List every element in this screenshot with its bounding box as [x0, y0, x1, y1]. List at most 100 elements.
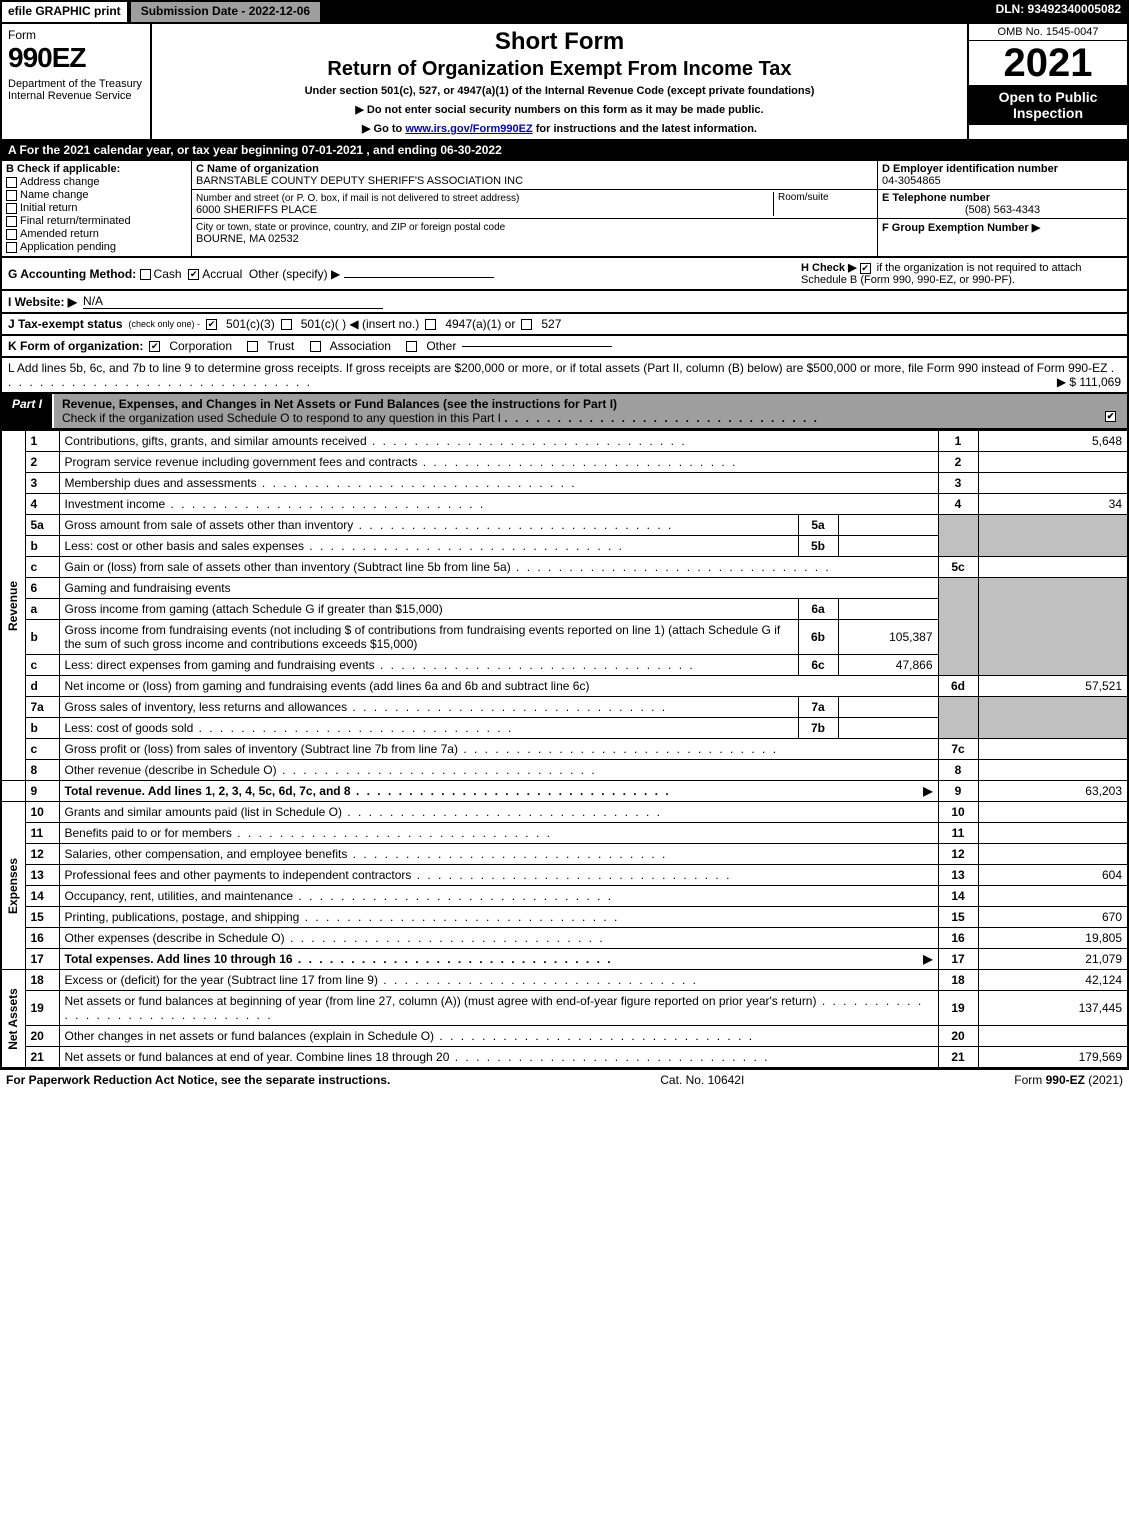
line-10: Expenses 10 Grants and similar amounts p… [1, 802, 1128, 823]
l17-rnum: 17 [938, 949, 978, 970]
l7b-num: b [25, 718, 59, 739]
chk-corporation[interactable]: ✔ [149, 341, 160, 352]
chk-association[interactable] [310, 341, 321, 352]
irs-link[interactable]: www.irs.gov/Form990EZ [405, 123, 532, 135]
l9-desc: Total revenue. Add lines 1, 2, 3, 4, 5c,… [59, 781, 938, 802]
phone-value: (508) 563-4343 [882, 204, 1123, 216]
chk-501c[interactable] [281, 319, 292, 330]
other-specify-line[interactable] [344, 277, 494, 278]
l15-rnum: 15 [938, 907, 978, 928]
l6-desc: Gaming and fundraising events [59, 578, 938, 599]
l9-rnum: 9 [938, 781, 978, 802]
chk-accrual[interactable]: ✔ [188, 269, 199, 280]
c-label: C Name of organization [196, 163, 873, 175]
website-value: N/A [83, 294, 383, 309]
chk-amended-return[interactable]: Amended return [6, 228, 187, 240]
d-label: D Employer identification number [882, 163, 1058, 175]
chk-application-pending[interactable]: Application pending [6, 241, 187, 253]
chk-schedule-o[interactable]: ✔ [1105, 411, 1116, 422]
chk-h[interactable]: ✔ [860, 263, 871, 274]
column-d: D Employer identification number 04-3054… [877, 161, 1127, 256]
revenue-vlabel: Revenue [1, 431, 25, 781]
chk-527[interactable] [521, 319, 532, 330]
l10-desc: Grants and similar amounts paid (list in… [59, 802, 938, 823]
l10-amt [978, 802, 1128, 823]
opt-527: 527 [541, 317, 561, 331]
l14-rnum: 14 [938, 886, 978, 907]
bullet-ssn: ▶ Do not enter social security numbers o… [160, 103, 959, 116]
part-i-tab: Part I [2, 394, 54, 428]
l5b-ml: 5b [798, 536, 838, 557]
f-label: F Group Exemption Number ▶ [882, 222, 1040, 234]
chk-final-return-label: Final return/terminated [20, 215, 131, 227]
chk-501c3[interactable]: ✔ [206, 319, 217, 330]
row-g-h: G Accounting Method: Cash ✔Accrual Other… [0, 258, 1129, 291]
l5a-ml: 5a [798, 515, 838, 536]
netassets-vlabel: Net Assets [1, 970, 25, 1069]
l7b-desc: Less: cost of goods sold [59, 718, 798, 739]
omb-number: OMB No. 1545-0047 [969, 24, 1127, 41]
l6c-mv: 47,866 [838, 655, 938, 676]
row-i-website: I Website: ▶ N/A [0, 291, 1129, 314]
l18-rnum: 18 [938, 970, 978, 991]
short-form-title: Short Form [160, 28, 959, 56]
l6b-desc: Gross income from fundraising events (no… [59, 620, 798, 655]
l1-amt: 5,648 [978, 431, 1128, 452]
line-20: 20 Other changes in net assets or fund b… [1, 1026, 1128, 1047]
e-label: E Telephone number [882, 192, 990, 204]
l5b-num: b [25, 536, 59, 557]
l10-num: 10 [25, 802, 59, 823]
line-16: 16 Other expenses (describe in Schedule … [1, 928, 1128, 949]
l2-rnum: 2 [938, 452, 978, 473]
top-bar: efile GRAPHIC print Submission Date - 20… [0, 0, 1129, 24]
other-org-line[interactable] [462, 346, 612, 347]
efile-print-label[interactable]: efile GRAPHIC print [0, 0, 129, 24]
header-middle: Short Form Return of Organization Exempt… [152, 24, 967, 139]
footer-right: Form 990-EZ (2021) [1014, 1073, 1123, 1087]
line-8: 8 Other revenue (describe in Schedule O)… [1, 760, 1128, 781]
l14-num: 14 [25, 886, 59, 907]
opt-501c: 501(c)( ) ◀ (insert no.) [301, 317, 420, 331]
l-text: L Add lines 5b, 6c, and 7b to line 9 to … [8, 361, 1107, 375]
chk-initial-return-label: Initial return [20, 202, 77, 214]
line-9: 9 Total revenue. Add lines 1, 2, 3, 4, 5… [1, 781, 1128, 802]
l8-num: 8 [25, 760, 59, 781]
chk-address-change[interactable]: Address change [6, 176, 187, 188]
chk-name-change[interactable]: Name change [6, 189, 187, 201]
l21-num: 21 [25, 1047, 59, 1069]
chk-application-pending-label: Application pending [20, 241, 116, 253]
l13-amt: 604 [978, 865, 1128, 886]
chk-final-return[interactable]: Final return/terminated [6, 215, 187, 227]
chk-other-org[interactable] [406, 341, 417, 352]
l7a-desc: Gross sales of inventory, less returns a… [59, 697, 798, 718]
l14-amt [978, 886, 1128, 907]
l6c-desc: Less: direct expenses from gaming and fu… [59, 655, 798, 676]
l4-amt: 34 [978, 494, 1128, 515]
tax-year: 2021 [969, 41, 1127, 85]
header-right: OMB No. 1545-0047 2021 Open to Public In… [967, 24, 1127, 139]
chk-4947[interactable] [425, 319, 436, 330]
part-i-table: Revenue 1 Contributions, gifts, grants, … [0, 430, 1129, 1069]
form-number: 990EZ [8, 42, 144, 74]
l12-rnum: 12 [938, 844, 978, 865]
opt-corporation: Corporation [169, 339, 232, 353]
chk-address-change-label: Address change [20, 176, 100, 188]
l7a-num: 7a [25, 697, 59, 718]
header-left: Form 990EZ Department of the Treasury In… [2, 24, 152, 139]
bullet-goto-pre: ▶ Go to [362, 123, 405, 135]
i-label: I Website: ▶ [8, 295, 77, 309]
l8-rnum: 8 [938, 760, 978, 781]
group-exemption-row: F Group Exemption Number ▶ [878, 219, 1127, 236]
chk-trust[interactable] [247, 341, 258, 352]
chk-cash[interactable] [140, 269, 151, 280]
submission-date-label: Submission Date - 2022-12-06 [129, 0, 322, 24]
ein-row: D Employer identification number 04-3054… [878, 161, 1127, 190]
line-6: 6 Gaming and fundraising events [1, 578, 1128, 599]
h-label: H Check ▶ [801, 262, 857, 274]
l18-desc: Excess or (deficit) for the year (Subtra… [59, 970, 938, 991]
l6d-desc: Net income or (loss) from gaming and fun… [59, 676, 938, 697]
room-suite-label: Room/suite [773, 192, 873, 216]
l1-num: 1 [25, 431, 59, 452]
l11-desc: Benefits paid to or for members [59, 823, 938, 844]
chk-initial-return[interactable]: Initial return [6, 202, 187, 214]
